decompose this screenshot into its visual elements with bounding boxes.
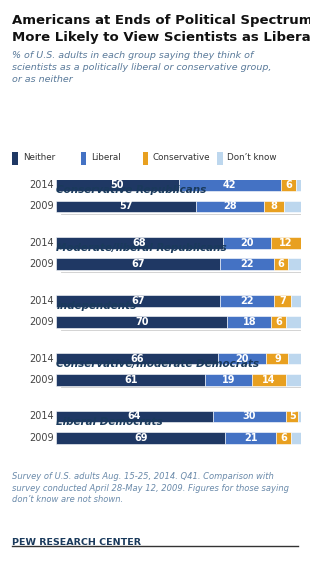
Text: 6: 6	[275, 317, 282, 327]
Bar	[289, 353, 301, 364]
Text: 2014: 2014	[29, 353, 54, 364]
Text: Conservative/moderate Democrats: Conservative/moderate Democrats	[56, 359, 259, 369]
Text: Liberal Democrats: Liberal Democrats	[56, 416, 163, 427]
Text: More Likely to View Scientists as Liberal: More Likely to View Scientists as Libera…	[12, 31, 310, 45]
Text: 12: 12	[279, 238, 293, 248]
Bar	[56, 259, 220, 270]
Text: 30: 30	[243, 411, 256, 422]
Text: 2014: 2014	[29, 180, 54, 190]
Text: Americans at Ends of Political Spectrum: Americans at Ends of Political Spectrum	[12, 14, 310, 27]
Text: 2009: 2009	[29, 317, 54, 327]
Bar	[274, 259, 289, 270]
Text: % of U.S. adults in each group saying they think of
scientists as a politically : % of U.S. adults in each group saying th…	[12, 51, 272, 84]
Bar	[284, 201, 301, 212]
Bar	[206, 374, 252, 386]
Bar	[179, 179, 281, 191]
Text: Liberal: Liberal	[91, 153, 121, 162]
Text: Neither: Neither	[23, 153, 55, 162]
Text: 22: 22	[240, 296, 254, 305]
Text: Don’t know: Don’t know	[227, 153, 277, 162]
Text: 57: 57	[119, 201, 133, 212]
Text: 70: 70	[135, 317, 148, 327]
Text: 18: 18	[243, 317, 256, 327]
Text: 2014: 2014	[29, 411, 54, 422]
Text: 28: 28	[223, 201, 237, 212]
Text: 6: 6	[285, 180, 292, 190]
Text: 50: 50	[111, 180, 124, 190]
Bar	[298, 411, 301, 422]
Bar	[271, 237, 301, 249]
Bar	[252, 374, 286, 386]
Text: 67: 67	[131, 259, 145, 269]
Text: 9: 9	[274, 353, 281, 364]
Text: 6: 6	[278, 259, 285, 269]
Bar	[218, 353, 267, 364]
Text: 5: 5	[289, 411, 295, 422]
Bar	[196, 201, 264, 212]
Text: 8: 8	[270, 201, 277, 212]
Bar	[267, 353, 289, 364]
Bar	[56, 179, 179, 191]
Bar	[286, 374, 301, 386]
Text: 42: 42	[223, 180, 237, 190]
Text: 69: 69	[134, 433, 148, 443]
Bar	[56, 237, 223, 249]
Text: 6: 6	[280, 433, 287, 443]
Text: Independents: Independents	[56, 301, 137, 311]
Bar	[56, 411, 213, 422]
Text: 2009: 2009	[29, 375, 54, 385]
Text: 22: 22	[240, 259, 254, 269]
Bar	[296, 179, 301, 191]
Bar	[286, 411, 298, 422]
Bar	[56, 432, 225, 444]
Bar	[213, 411, 286, 422]
Bar	[264, 201, 284, 212]
Bar	[56, 374, 206, 386]
Bar	[271, 316, 286, 328]
Text: 2009: 2009	[29, 201, 54, 212]
Text: 14: 14	[262, 375, 276, 385]
Text: 64: 64	[128, 411, 141, 422]
Text: 20: 20	[240, 238, 254, 248]
Bar	[281, 179, 296, 191]
Text: 7: 7	[279, 296, 286, 305]
Text: 66: 66	[130, 353, 144, 364]
Text: 67: 67	[131, 296, 145, 305]
Bar	[291, 432, 301, 444]
Bar	[276, 432, 291, 444]
Bar	[56, 316, 228, 328]
Text: 2009: 2009	[29, 433, 54, 443]
Bar	[274, 295, 291, 307]
Text: Conservative Republicans: Conservative Republicans	[56, 185, 207, 195]
Bar	[291, 295, 301, 307]
Text: 2014: 2014	[29, 238, 54, 248]
Bar	[56, 201, 196, 212]
Bar	[220, 259, 274, 270]
Bar	[225, 432, 276, 444]
Text: Conservative: Conservative	[153, 153, 210, 162]
Text: 2014: 2014	[29, 296, 54, 305]
Text: Moderate/liberal Republicans: Moderate/liberal Republicans	[56, 243, 227, 253]
Bar	[289, 259, 301, 270]
Text: 20: 20	[235, 353, 249, 364]
Bar	[223, 237, 271, 249]
Text: Survey of U.S. adults Aug. 15-25, 2014. Q41. Comparison with
survey conducted Ap: Survey of U.S. adults Aug. 15-25, 2014. …	[12, 472, 290, 505]
Bar	[286, 316, 301, 328]
Bar	[56, 295, 220, 307]
Text: 68: 68	[133, 238, 146, 248]
Text: 2009: 2009	[29, 259, 54, 269]
Bar	[220, 295, 274, 307]
Text: 19: 19	[222, 375, 235, 385]
Text: 21: 21	[244, 433, 257, 443]
Bar	[228, 316, 271, 328]
Text: PEW RESEARCH CENTER: PEW RESEARCH CENTER	[12, 538, 141, 547]
Bar	[56, 353, 218, 364]
Text: 61: 61	[124, 375, 138, 385]
